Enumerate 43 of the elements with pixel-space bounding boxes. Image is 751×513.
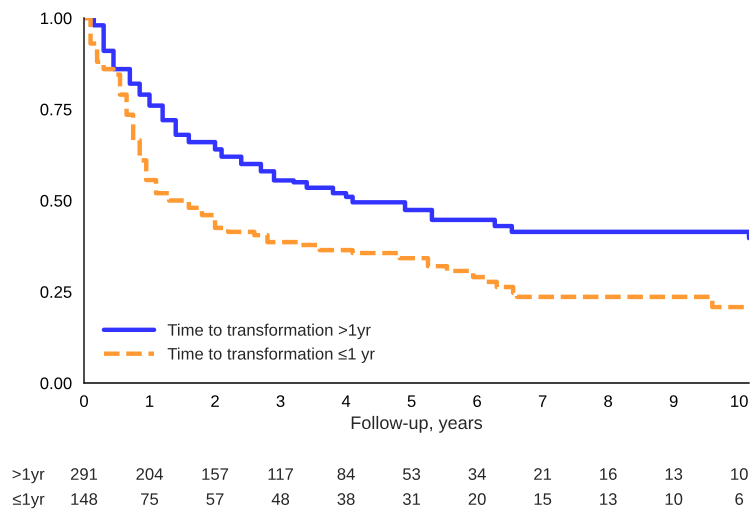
y-tick-label: 0.00	[40, 377, 72, 390]
x-tick-label: 9	[670, 395, 678, 408]
text: 34	[468, 468, 486, 480]
text: 16	[600, 468, 617, 480]
x-tick-label: 3	[276, 395, 284, 408]
text: 84	[338, 468, 355, 480]
text: 157	[202, 468, 228, 480]
x-tick-label: 5	[408, 395, 416, 408]
x-tick-label: 8	[604, 395, 612, 408]
text: 21	[534, 468, 552, 480]
text: 15	[534, 493, 552, 505]
x-tick-label: 1	[146, 395, 154, 407]
text: 291	[70, 468, 98, 480]
text: 204	[136, 468, 163, 480]
x-tick-label: 6	[473, 395, 482, 408]
x-tick-label: 7	[538, 395, 546, 407]
text: 6	[735, 493, 744, 505]
category-label: >1yr	[12, 468, 44, 484]
text: 13	[666, 468, 682, 480]
text: 38	[337, 493, 355, 505]
x-axis-title: Follow-up, years	[352, 416, 482, 433]
text: 57	[206, 493, 224, 505]
text: 10	[731, 468, 748, 480]
text: 48	[272, 493, 290, 505]
text: 13	[600, 493, 617, 505]
x-tick-label: 0	[80, 395, 88, 408]
x-tick-label: 4	[342, 395, 350, 407]
y-tick-label: 0.25	[40, 286, 72, 298]
text: 117	[268, 468, 294, 480]
category-label: ≤1yr	[12, 493, 44, 508]
y-tick-label: 0.50	[40, 194, 72, 207]
x-tick-label: 10	[731, 395, 748, 408]
text: 31	[402, 493, 420, 505]
legend-label: Time to transformation >1yr	[168, 324, 371, 340]
y-tick-label: 1.00	[41, 12, 72, 24]
legend-label: Time to transformation ≤1 yr	[168, 347, 375, 363]
text: 10	[666, 493, 682, 505]
y-tick-label: 0.75	[40, 104, 72, 116]
text: 148	[71, 493, 98, 505]
text: 75	[141, 493, 158, 505]
text: 53	[402, 468, 420, 480]
text: 20	[468, 493, 486, 505]
x-tick-label: 2	[211, 395, 219, 407]
